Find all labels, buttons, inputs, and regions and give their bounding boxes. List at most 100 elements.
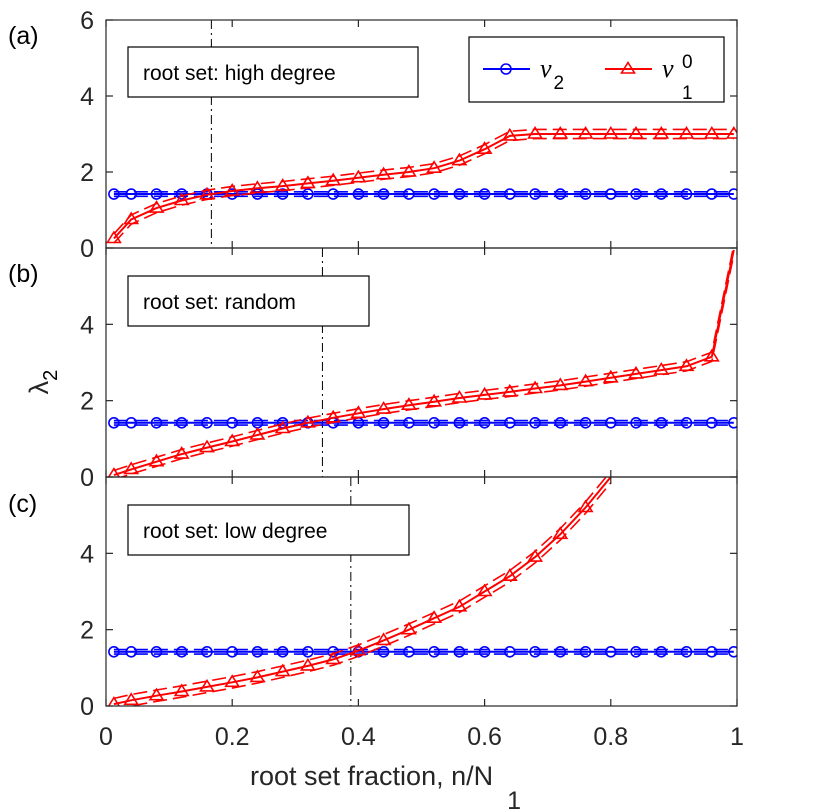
data-point-nu10-b (375, 401, 392, 414)
data-point-nu10-c (527, 549, 544, 562)
legend-marker-nu10 (620, 60, 636, 74)
data-point-nu10-a (199, 186, 215, 200)
series-band-lower-nu10-c (127, 482, 612, 706)
data-point-nu10-c (249, 669, 266, 683)
panel-c: 0 2 4 (80, 476, 738, 721)
data-point-nu10-c (173, 683, 190, 697)
data-point-nu10-b (123, 461, 140, 475)
data-point-nu2-a (705, 188, 718, 200)
data-point-nu2-c (630, 646, 642, 658)
data-point-nu10-c (476, 583, 493, 597)
data-point-nu10-c (451, 598, 468, 612)
data-point-nu2-b (655, 417, 668, 429)
data-point-nu2-a (529, 188, 541, 200)
panel-b: 0 2 4 (80, 247, 738, 492)
data-point-nu2-c (604, 646, 617, 658)
legend-box (468, 36, 725, 103)
axes-frame-c (105, 476, 738, 707)
data-point-nu2-b (579, 417, 592, 429)
data-point-nu10-a (678, 125, 695, 139)
data-point-nu10-b (678, 358, 695, 372)
data-point-nu2-c (201, 646, 213, 658)
data-point-nu2-a (377, 188, 390, 200)
data-point-nu2-c (705, 646, 718, 658)
y-tick-label-a: 2 (80, 159, 94, 187)
data-point-nu2-c (655, 646, 668, 658)
data-point-nu10-a (602, 125, 619, 139)
legend-label-nu2: ν2 (540, 54, 564, 94)
x-axis-label-sub: 1 (507, 787, 521, 812)
data-point-nu10-c (375, 632, 392, 646)
annotation-c: root set: low degree (143, 520, 327, 543)
data-point-nu2-c (504, 646, 516, 658)
data-point-nu2-a (453, 188, 466, 200)
data-point-nu10-c (123, 692, 140, 706)
data-point-nu2-b (453, 417, 466, 429)
data-point-nu2-a (276, 188, 289, 200)
data-point-nu10-a (400, 163, 417, 177)
data-point-nu2-c (554, 646, 567, 658)
y-tick-label-c: 4 (80, 540, 94, 568)
data-point-nu10-a (299, 175, 316, 189)
data-point-nu2-b (705, 417, 718, 429)
x-tick-labels: 0 0.2 0.4 0.6 0.8 1 (99, 723, 744, 751)
data-point-nu2-b (478, 417, 491, 429)
data-point-nu2-b (403, 417, 415, 429)
data-point-nu10-b (350, 405, 367, 419)
data-point-nu2-b (175, 417, 188, 429)
data-point-nu10-a (653, 125, 670, 139)
data-point-nu2-a (327, 188, 339, 200)
data-point-nu2-a (428, 188, 440, 200)
data-point-nu10-b (527, 380, 544, 394)
data-point-nu2-c (403, 646, 415, 658)
data-point-nu10-a (350, 169, 367, 183)
x-tick-label: 1 (730, 723, 744, 751)
data-point-nu10-a (274, 178, 291, 191)
data-point-nu10-b (199, 439, 215, 453)
series-band-upper-nu10-a (113, 128, 734, 235)
data-point-nu2-b (529, 417, 541, 429)
data-point-nu2-b (226, 417, 238, 429)
legend-symbol-nu10: ν (662, 54, 674, 83)
legend-sup-nu10: 0 (682, 52, 693, 73)
data-point-nu10-a (375, 166, 392, 180)
data-point-nu2-c (579, 646, 592, 658)
data-point-nu2-a (630, 188, 642, 200)
data-point-nu10-b (173, 446, 190, 459)
y-axis-label: λ2 (24, 370, 62, 395)
data-point-nu10-c (350, 642, 367, 656)
data-point-nu10-c (426, 610, 443, 624)
data-point-nu10-c (107, 696, 121, 706)
data-point-nu2-a (579, 188, 592, 200)
data-point-nu2-c (302, 646, 314, 658)
y-tick-label-a: 0 (80, 235, 94, 263)
x-tick-label: 0 (99, 723, 113, 751)
data-point-nu10-c (299, 657, 316, 671)
data-point-nu2-b (428, 417, 440, 429)
data-point-nu2-c (529, 646, 541, 658)
legend-sub-nu10: 1 (682, 83, 693, 104)
data-point-nu2-c (478, 646, 491, 658)
data-point-nu10-a (476, 141, 493, 154)
y-axis-label-symbol: λ (24, 380, 54, 394)
x-tick-label: 0.8 (593, 723, 628, 751)
data-point-nu10-b (653, 362, 670, 375)
data-point-nu10-b (249, 426, 266, 440)
y-axis-label-sub: 2 (40, 370, 62, 381)
data-point-nu2-a (554, 188, 567, 200)
data-point-nu2-c (251, 646, 264, 658)
data-point-nu2-c (226, 646, 238, 658)
data-point-nu10-a (224, 182, 241, 196)
x-axis-label: root set fraction, n/N 1 (250, 761, 521, 812)
data-point-nu2-b (201, 417, 213, 429)
data-point-nu10-c (400, 621, 417, 635)
data-point-nu10-c (224, 674, 241, 688)
data-point-nu10-a (577, 125, 594, 139)
data-point-nu10-b (107, 467, 121, 477)
data-point-nu2-b (630, 417, 642, 429)
data-point-nu10-a (451, 152, 468, 166)
legend: ν2 ν1 0 (468, 36, 725, 104)
y-tick-label-a: 4 (80, 83, 94, 111)
data-point-nu2-a (728, 188, 737, 200)
